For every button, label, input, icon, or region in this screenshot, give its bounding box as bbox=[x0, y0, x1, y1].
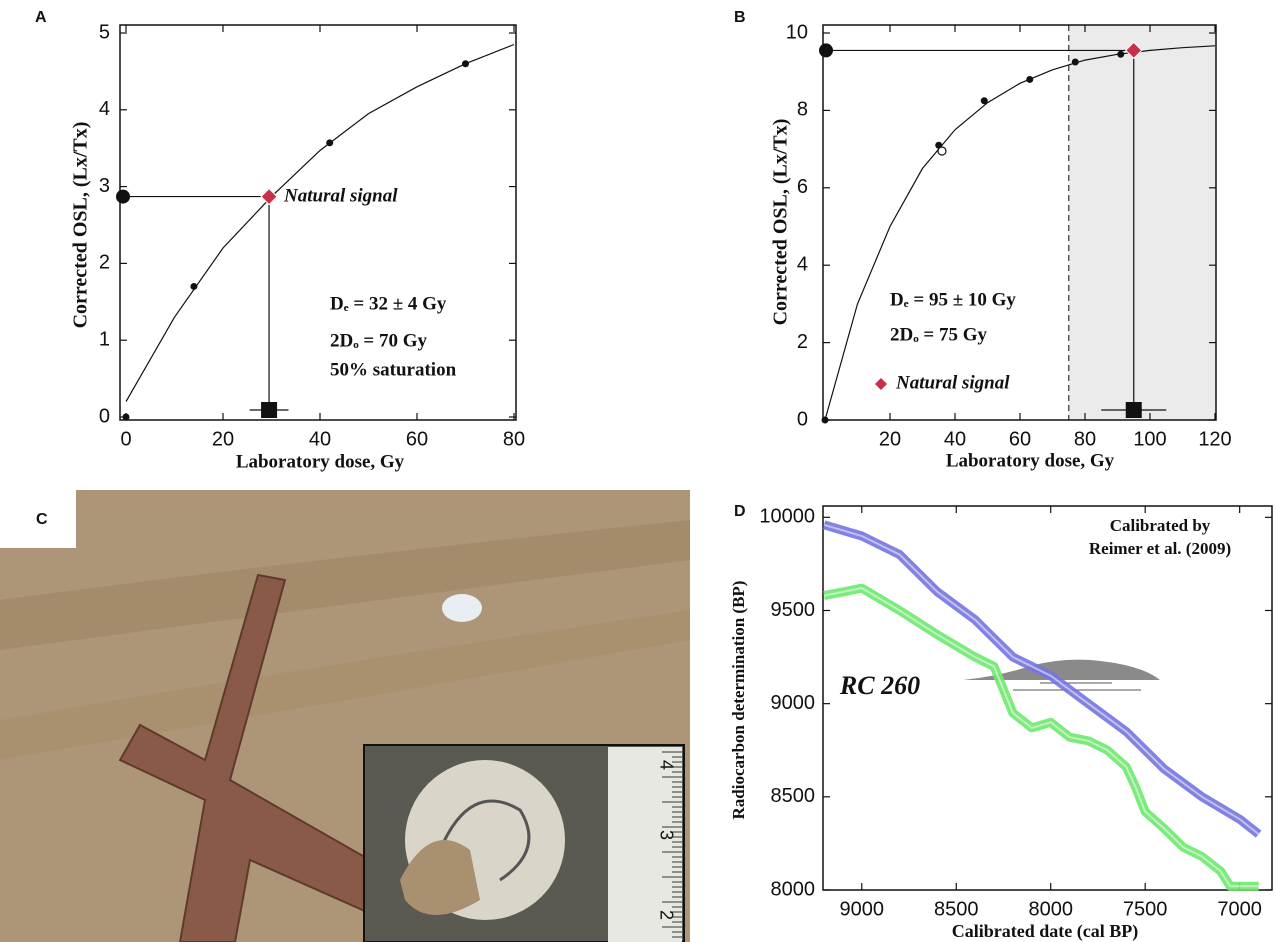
plot-frame bbox=[119, 24, 517, 421]
y-tick-label: 0 bbox=[797, 408, 808, 430]
y-tick-label: 1 bbox=[99, 328, 110, 350]
x-tick-label: 20 bbox=[879, 428, 901, 450]
y-tick-label: 9000 bbox=[771, 692, 816, 714]
equivalent-dose bbox=[261, 402, 278, 418]
y-tick-label: 8500 bbox=[771, 785, 816, 807]
annotation: Reimer et al. (2009) bbox=[1089, 539, 1231, 558]
saturation-region bbox=[1068, 25, 1216, 420]
data-point bbox=[821, 416, 829, 424]
y-tick-label: 5 bbox=[99, 21, 110, 43]
y-tick-label: 8000 bbox=[771, 878, 816, 900]
natural-signal bbox=[1125, 41, 1143, 60]
data-point bbox=[1117, 50, 1125, 58]
data-point bbox=[1026, 75, 1034, 83]
y-tick-label: 2 bbox=[797, 331, 808, 353]
ruler-label: 2 bbox=[656, 910, 676, 920]
sediment bbox=[400, 840, 480, 915]
x-tick-label: 9000 bbox=[840, 898, 885, 920]
chart-panel: B Corrected OSL, (Lx/Tx) Laboratory dose, … bbox=[734, 9, 1232, 471]
x-tick-label: 20 bbox=[212, 428, 234, 450]
y-tick-label: 10 bbox=[786, 21, 808, 43]
data-point bbox=[190, 282, 198, 290]
natural-signal-intercept bbox=[116, 189, 130, 204]
plot-frame bbox=[822, 505, 1273, 891]
panel-label: D bbox=[734, 503, 746, 520]
y-tick-label: 4 bbox=[797, 253, 808, 275]
photo-panel bbox=[0, 490, 690, 942]
calibration-line bbox=[823, 523, 1260, 835]
calibration-line bbox=[823, 587, 1259, 888]
fit-curve bbox=[824, 45, 1216, 421]
chart-panel: A Corrected OSL, (Lx/Tx) Laboratory dose, … bbox=[35, 9, 525, 472]
sand-layer bbox=[0, 610, 690, 760]
y-axis-label: Corrected OSL, (Lx/Tx) bbox=[770, 119, 792, 326]
data-point bbox=[1071, 58, 1079, 66]
y-tick-label: 8 bbox=[797, 99, 808, 121]
y-tick-label: 3 bbox=[99, 175, 110, 197]
x-tick-label: 100 bbox=[1133, 428, 1166, 450]
x-tick-label: 8500 bbox=[934, 898, 979, 920]
natural-signal-label: Natural signal bbox=[283, 185, 398, 206]
x-tick-label: 0 bbox=[120, 428, 131, 450]
annotation: 2Dₒ = 75 Gy bbox=[890, 324, 988, 345]
y-axis-label: Radiocarbon determination (BP) bbox=[729, 581, 748, 820]
y-tick-label: 4 bbox=[99, 98, 110, 120]
panel-label: C bbox=[36, 511, 48, 528]
x-tick-label: 60 bbox=[406, 428, 428, 450]
equivalent-dose bbox=[1125, 402, 1142, 418]
chart-panel: D Radiocarbon determination (BP) Calibrate… bbox=[729, 503, 1273, 942]
x-tick-label: 7500 bbox=[1123, 898, 1168, 920]
ruler-label: 3 bbox=[656, 830, 676, 840]
ruler bbox=[608, 747, 682, 942]
ruler-label: 4 bbox=[656, 760, 676, 770]
calibration-band bbox=[823, 583, 1259, 891]
data-point bbox=[462, 60, 469, 68]
x-tick-label: 8000 bbox=[1028, 898, 1073, 920]
natural-signal-intercept bbox=[819, 43, 833, 58]
natural-signal-label: Natural signal bbox=[895, 372, 1010, 393]
y-tick-label: 2 bbox=[99, 252, 110, 274]
annotation: 2Dₒ = 70 Gy bbox=[330, 330, 428, 351]
x-tick-label: 40 bbox=[944, 428, 966, 450]
fit-curve bbox=[125, 43, 515, 402]
data-point bbox=[980, 97, 988, 105]
probability-distribution bbox=[963, 659, 1160, 680]
annotation: Dₑ = 32 ± 4 Gy bbox=[330, 293, 447, 314]
x-tick-label: 80 bbox=[1074, 428, 1096, 450]
sample-label: RC 260 bbox=[839, 671, 920, 700]
x-tick-label: 60 bbox=[1009, 428, 1031, 450]
data-point bbox=[326, 139, 334, 147]
x-tick-label: 7000 bbox=[1217, 898, 1262, 920]
x-tick-label: 80 bbox=[503, 428, 525, 450]
y-tick-label: 6 bbox=[797, 176, 808, 198]
x-axis-label: Calibrated date (cal BP) bbox=[952, 921, 1138, 942]
legend-marker bbox=[875, 378, 887, 390]
y-tick-label: 9500 bbox=[771, 599, 816, 621]
panel-label: A bbox=[35, 9, 47, 26]
x-axis-label: Laboratory dose, Gy bbox=[946, 450, 1115, 471]
annotation: Calibrated by bbox=[1110, 516, 1211, 535]
annotation: 50% saturation bbox=[330, 359, 457, 380]
open-point bbox=[937, 146, 947, 156]
crystal bbox=[442, 594, 482, 622]
x-axis-label: Laboratory dose, Gy bbox=[236, 451, 405, 472]
y-axis-label: Corrected OSL, (Lx/Tx) bbox=[70, 122, 92, 329]
data-point bbox=[122, 413, 130, 421]
annotation: Dₑ = 95 ± 10 Gy bbox=[890, 289, 1016, 310]
panel-label: B bbox=[734, 9, 746, 26]
natural-signal bbox=[260, 187, 278, 206]
pickaxe bbox=[118, 573, 442, 942]
x-tick-label: 120 bbox=[1198, 428, 1231, 450]
x-tick-label: 40 bbox=[309, 428, 331, 450]
label-box bbox=[0, 490, 76, 548]
sand-layer bbox=[0, 520, 690, 650]
y-tick-label: 0 bbox=[99, 405, 110, 427]
shell-spiral bbox=[438, 799, 531, 882]
y-tick-label: 10000 bbox=[759, 506, 815, 528]
